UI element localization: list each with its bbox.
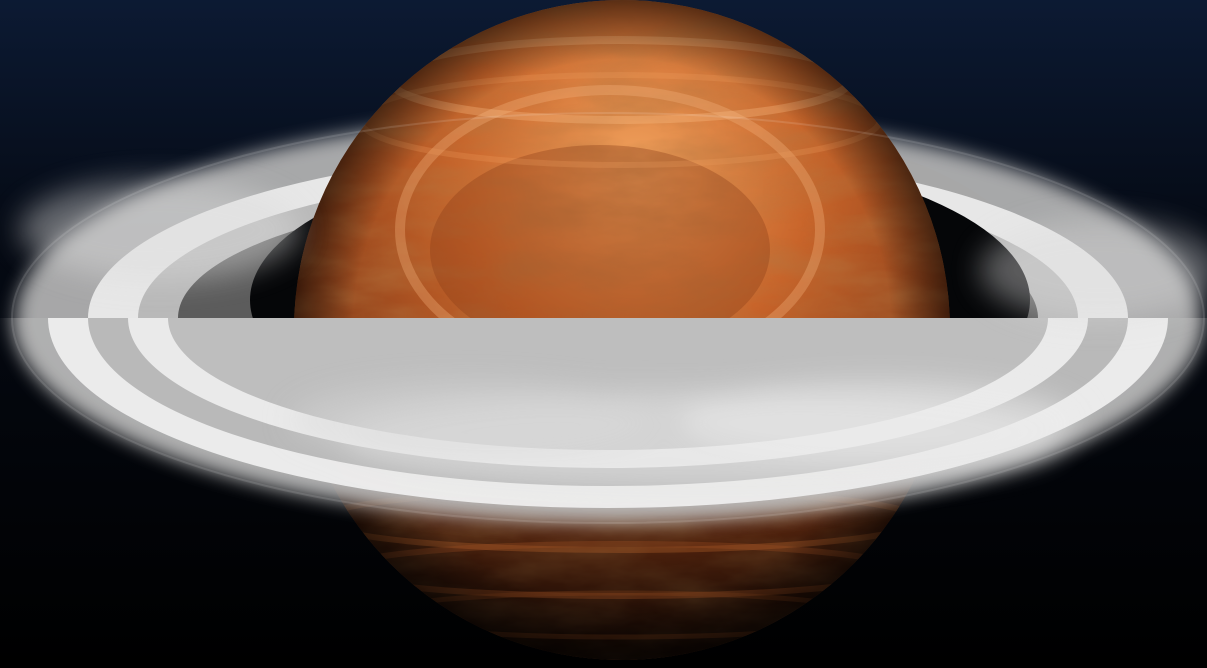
ring-mist bbox=[20, 180, 1207, 488]
ring-outer-edge bbox=[11, 112, 1205, 524]
